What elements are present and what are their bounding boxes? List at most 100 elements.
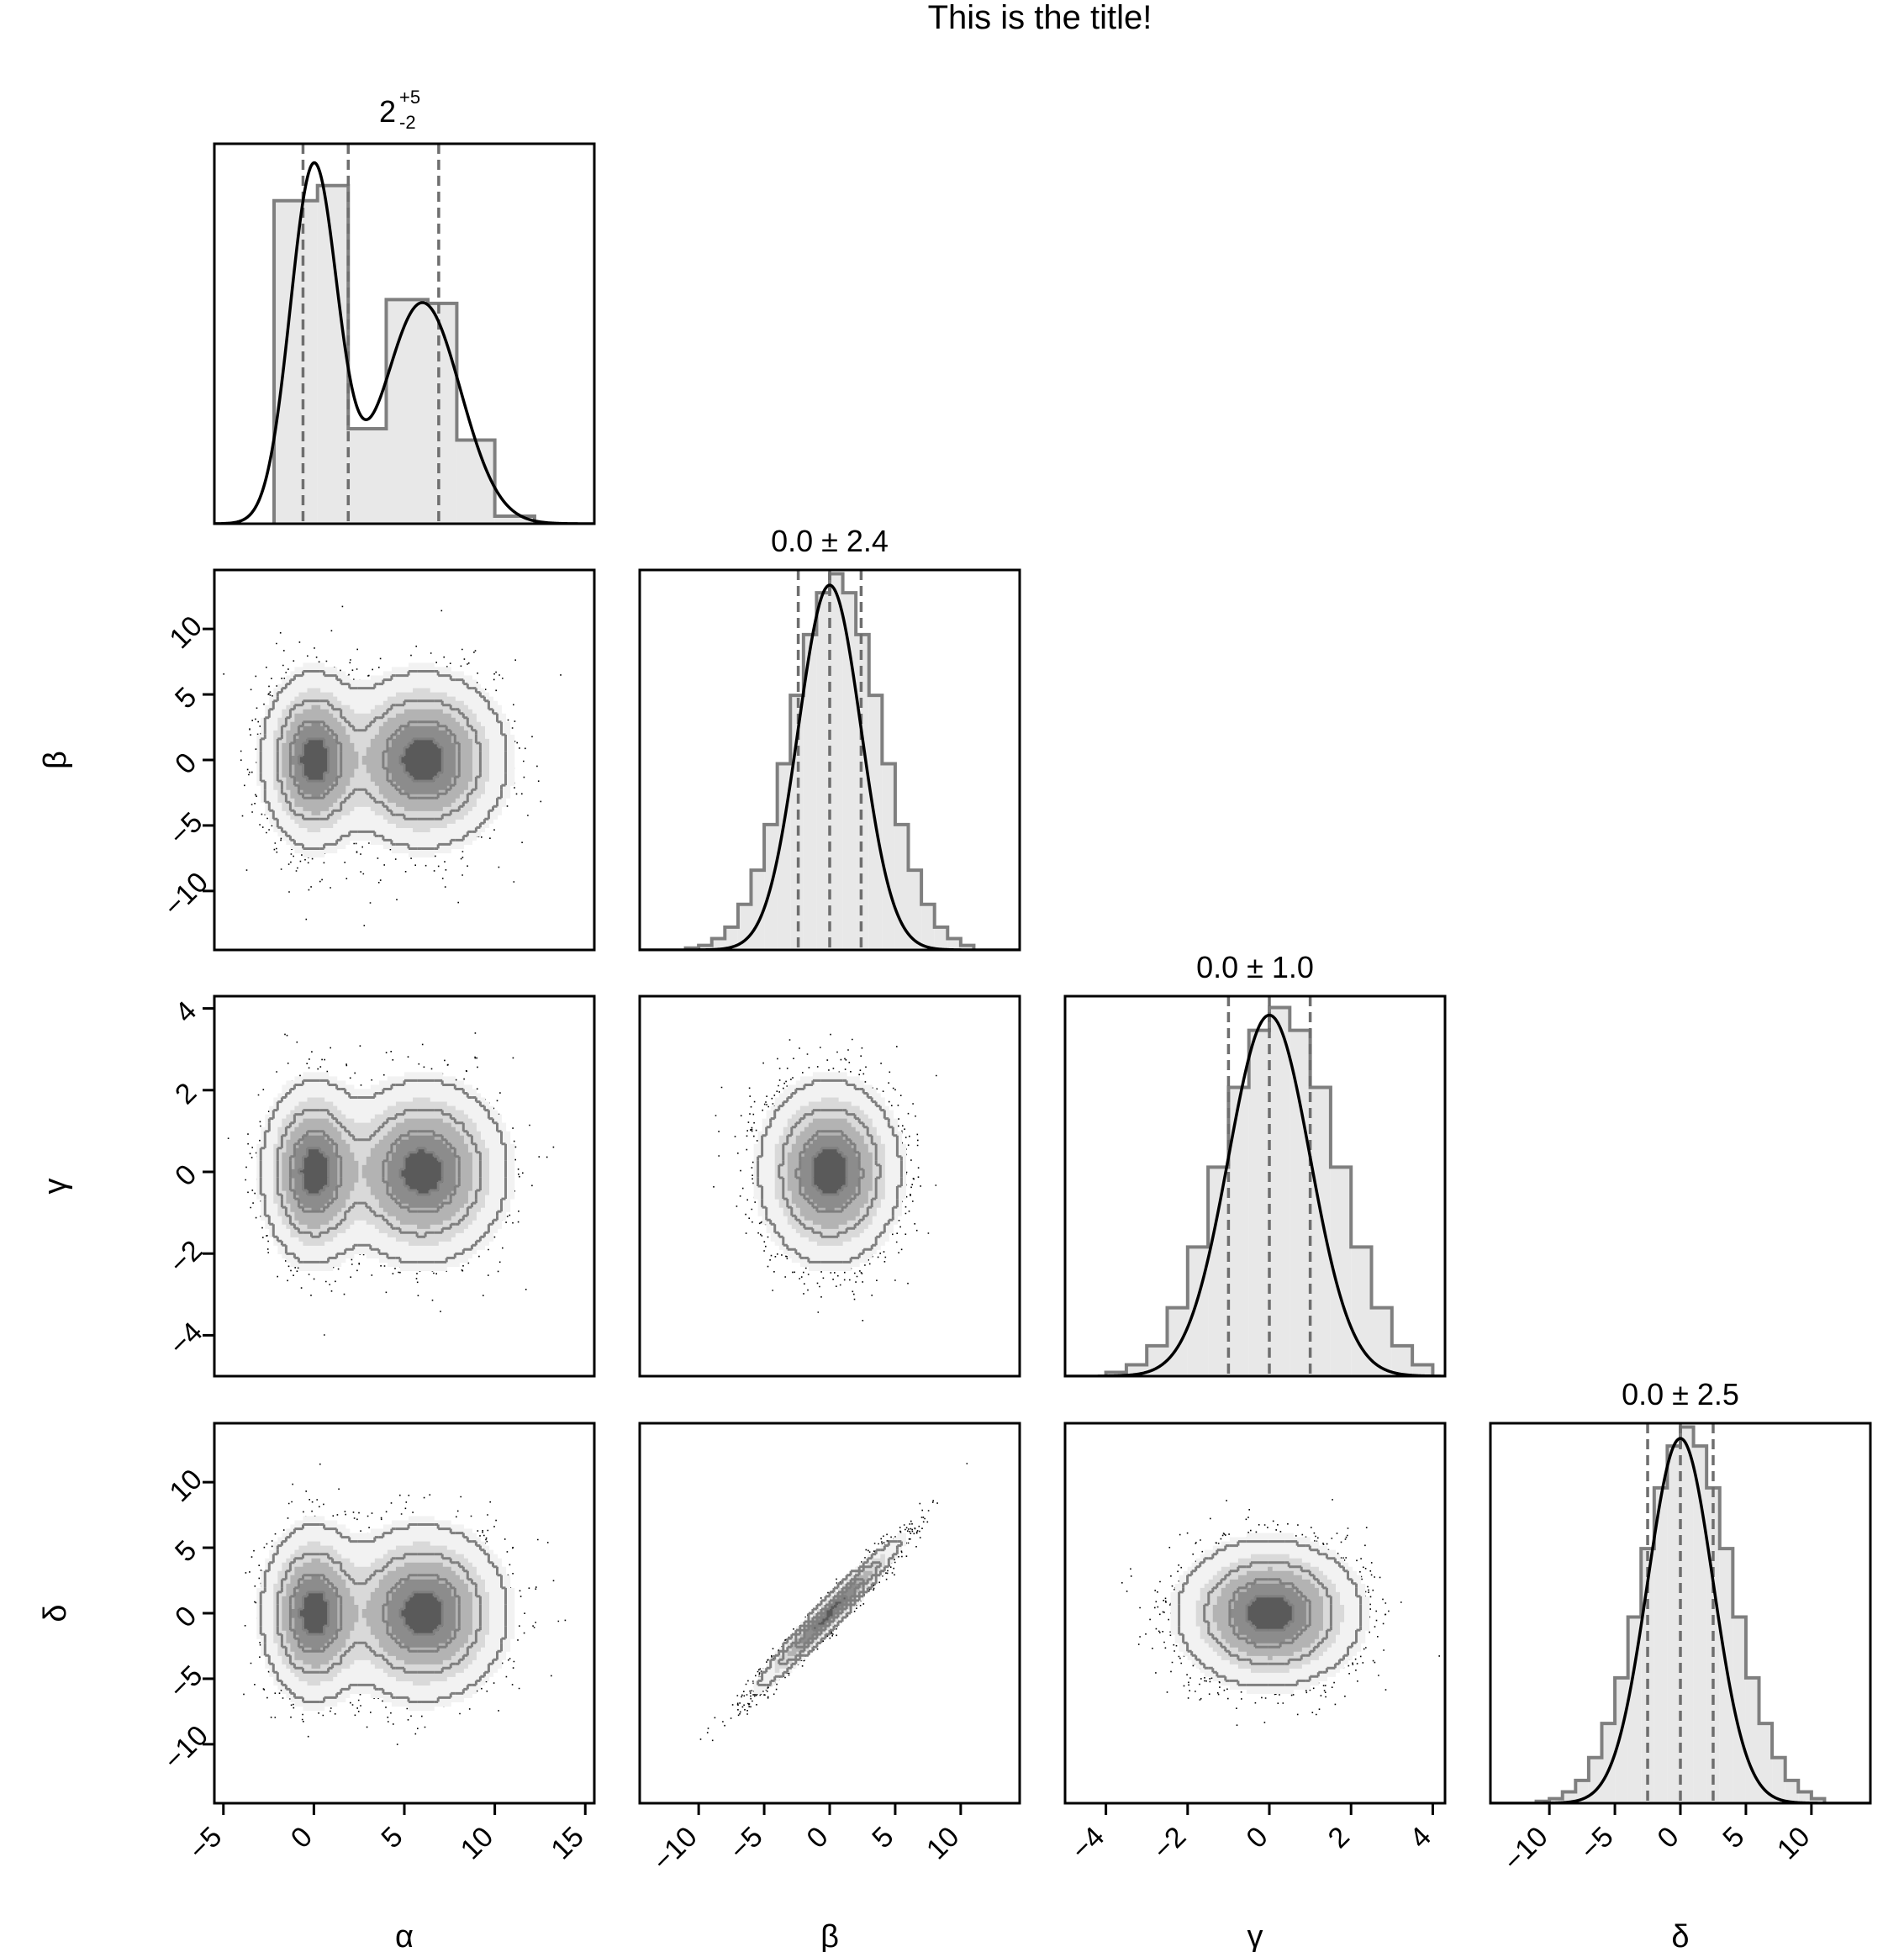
x-axis-label-beta: β: [820, 1919, 839, 1952]
histogram-bar: [1733, 1617, 1746, 1803]
panel-frame: [1063, 1422, 1447, 1805]
y-axis-label-beta: β: [38, 751, 73, 769]
histogram-bar: [1680, 1427, 1694, 1803]
contour-line: [1228, 1578, 1311, 1649]
x-tick-label: −4: [1065, 1821, 1110, 1866]
density-level: [298, 1147, 443, 1195]
marginal-title-base: 2: [379, 94, 396, 129]
histogram-bar: [842, 593, 857, 950]
x-tick-label: 0: [800, 1821, 834, 1854]
y-axis-delta: −10 −5 0 5 10 δ: [38, 1464, 214, 1776]
histogram-bar: [711, 938, 725, 950]
histogram-bar: [960, 945, 974, 950]
contour-line: [276, 699, 482, 820]
pair-panel-gamma-delta: [1063, 1422, 1447, 1805]
histogram-bar: [1785, 1780, 1799, 1803]
contour-line: [757, 1540, 903, 1686]
histogram-bar: [1248, 1030, 1270, 1376]
x-axis-beta: −10 −5 0 5 10 β: [646, 1803, 966, 1952]
panel-frame: [213, 994, 596, 1378]
x-tick-label: −5: [723, 1821, 768, 1866]
pair-content: [1121, 1499, 1440, 1726]
contour-line: [259, 1523, 507, 1703]
x-tick-label: 4: [1404, 1821, 1437, 1854]
marginal-title-sub: -2: [399, 112, 416, 133]
x-tick-label: 10: [1771, 1821, 1817, 1866]
y-axis-label-gamma: γ: [38, 1179, 73, 1195]
contour-line: [811, 1147, 848, 1196]
y-axis-beta: −10 −5 0 5 10 β: [38, 610, 214, 923]
pair-content: [699, 1463, 968, 1742]
pair-content: [713, 1033, 937, 1322]
histogram-bar: [699, 945, 712, 950]
histogram-bar: [1601, 1723, 1616, 1803]
pair-panel-alpha-beta: [213, 568, 596, 952]
y-tick-label: −10: [157, 1719, 214, 1776]
y-axis-label-delta: δ: [38, 1604, 73, 1622]
histogram-bar: [1615, 1677, 1628, 1803]
contour-line: [259, 670, 507, 850]
x-axis-alpha: −5 0 5 10 15 α: [182, 1803, 590, 1952]
histogram-bar: [1391, 1345, 1413, 1376]
figure-title: This is the title!: [928, 0, 1152, 36]
histogram-bar: [1653, 1487, 1668, 1803]
diag-content: [1065, 996, 1445, 1376]
histogram-bar: [1310, 1087, 1331, 1376]
contour-line: [259, 1079, 507, 1264]
histogram-bar: [882, 763, 895, 950]
y-tick-label: 10: [163, 610, 208, 656]
marginal-title: 0.0 ± 1.0: [1196, 950, 1314, 984]
x-tick-label: 2: [1322, 1821, 1356, 1854]
contour-line: [1178, 1540, 1363, 1686]
contour-line: [288, 720, 461, 799]
histogram-bar: [1693, 1446, 1707, 1803]
histogram-bar: [1798, 1791, 1812, 1803]
panels: 2 +5-20.0 ± 2.40.0 ± 1.00.0 ± 2.5−5 0 5 10 15…: [38, 87, 1872, 1952]
pair-content: [227, 1032, 555, 1336]
diag-content: [1490, 1423, 1870, 1803]
histogram-bar: [1549, 1798, 1563, 1803]
x-tick-label: −10: [1497, 1821, 1554, 1878]
marginal-title-sup: +5: [399, 87, 420, 108]
y-tick-label: 5: [169, 681, 203, 715]
histogram-bar: [1772, 1757, 1785, 1803]
y-tick-label: −5: [163, 1659, 208, 1705]
pair-content: [243, 1463, 567, 1745]
y-tick-label: −10: [157, 866, 214, 923]
diag-panel-gamma: 0.0 ± 1.0: [1063, 950, 1447, 1378]
histogram-bar: [1228, 1087, 1249, 1376]
marginal-title: 0.0 ± 2.4: [771, 524, 889, 558]
pair-panel-alpha-gamma: [213, 994, 596, 1378]
contour-line: [1245, 1595, 1295, 1632]
contour-line: [1203, 1561, 1332, 1665]
x-tick-label: −5: [182, 1821, 228, 1866]
pair-panel-alpha-delta: [213, 1422, 596, 1805]
diag-content: [214, 144, 594, 524]
x-tick-label: 15: [545, 1821, 590, 1866]
panel-frame: [1063, 994, 1447, 1378]
histogram-bar: [427, 303, 457, 524]
diag-panel-beta: 0.0 ± 2.4: [638, 524, 1021, 952]
histogram-bar: [830, 573, 843, 950]
y-tick-label: 2: [169, 1077, 203, 1111]
histogram-bar: [1167, 1307, 1188, 1376]
pair-panel-beta-delta: [638, 1422, 1021, 1805]
histogram-bar: [1105, 1372, 1126, 1376]
density-level: [812, 1147, 847, 1195]
histogram-outline: [683, 572, 976, 950]
histogram-outline: [1534, 1425, 1827, 1803]
histogram-bar: [1667, 1446, 1680, 1803]
histogram-bar: [803, 634, 817, 950]
x-tick-label: 5: [375, 1821, 409, 1854]
histogram-bar: [348, 429, 387, 524]
contour-line: [276, 1553, 482, 1674]
histogram-bar: [934, 926, 948, 950]
histogram-bar: [1412, 1364, 1433, 1376]
histogram-bar: [908, 870, 922, 950]
diag-panel-alpha: 2 +5 -2: [213, 87, 596, 525]
y-tick-label: −4: [163, 1316, 208, 1361]
x-axis-delta: −10 −5 0 5 10 δ: [1497, 1803, 1817, 1952]
histogram-bar: [947, 938, 961, 950]
y-tick-label: −5: [163, 806, 208, 852]
contour-line: [276, 1109, 482, 1238]
